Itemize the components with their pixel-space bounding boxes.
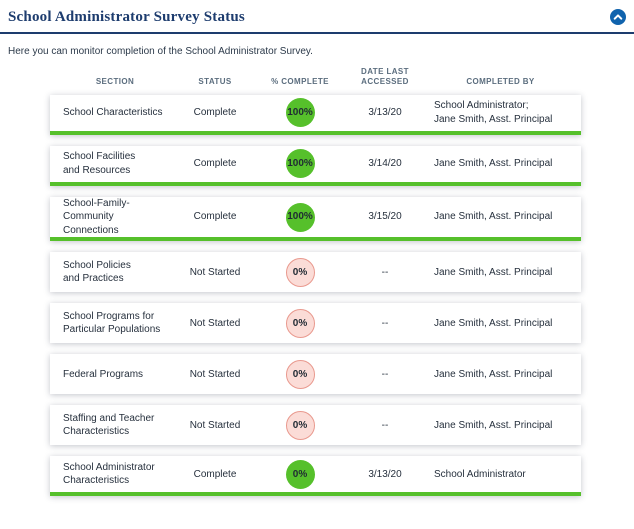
- date-last-accessed-cell: 3/15/20: [368, 211, 402, 223]
- column-header-date-last-accessed: DATE LAST ACCESSED: [361, 67, 409, 87]
- percent-complete-cell: 0%: [250, 410, 350, 440]
- percent-complete-badge: 0%: [285, 308, 315, 338]
- date-last-accessed-cell: 3/13/20: [368, 468, 402, 480]
- status-cell: Complete: [193, 468, 237, 480]
- column-header-status: STATUS: [198, 77, 232, 87]
- table-body: School Characteristics Complete 100% 3/1…: [50, 94, 581, 497]
- survey-status-table: SECTION STATUS % COMPLETE DATE LAST ACCE…: [0, 67, 634, 497]
- table-row: School-Family-Community Connections Compl…: [50, 196, 581, 242]
- percent-complete-cell: 100%: [250, 149, 350, 179]
- table-row: Federal Programs Not Started 0% -- Jane …: [50, 354, 581, 395]
- column-header-section: SECTION: [95, 77, 135, 87]
- percent-complete-cell: 100%: [250, 98, 350, 128]
- section-cell: Federal Programs: [63, 368, 144, 380]
- title-divider: [0, 32, 634, 34]
- percent-complete-cell: 0%: [250, 459, 350, 489]
- status-cell: Complete: [193, 211, 237, 223]
- completed-by-cell: Jane Smith, Asst. Principal: [434, 317, 553, 329]
- table-row: School Programs for Particular Population…: [50, 303, 581, 344]
- intro-text: Here you can monitor completion of the S…: [8, 46, 313, 57]
- percent-complete-badge: 0%: [285, 359, 315, 389]
- percent-complete-badge: 0%: [285, 459, 315, 489]
- completed-by-cell: Jane Smith, Asst. Principal: [434, 158, 553, 170]
- percent-complete-cell: 0%: [250, 308, 350, 338]
- completed-by-cell: Jane Smith, Asst. Principal: [434, 368, 553, 380]
- status-cell: Not Started: [189, 419, 241, 431]
- column-header-completed-by: COMPLETED BY: [466, 77, 535, 87]
- date-last-accessed-cell: --: [381, 368, 389, 380]
- section-header-bar: School Administrator Survey Status: [0, 0, 634, 25]
- completed-by-cell: Jane Smith, Asst. Principal: [434, 211, 553, 223]
- table-row: School Facilities and Resources Complete …: [50, 145, 581, 186]
- completed-by-cell: School Administrator; Jane Smith, Asst. P…: [434, 100, 553, 125]
- page-title: School Administrator Survey Status: [8, 8, 245, 25]
- table-row: School Administrator Characteristics Comp…: [50, 456, 581, 497]
- section-cell: School Characteristics: [63, 107, 163, 119]
- section-cell: School Administrator Characteristics: [63, 461, 155, 487]
- status-cell: Complete: [193, 158, 237, 170]
- section-cell: Staffing and Teacher Characteristics: [63, 412, 155, 438]
- table-row: Staffing and Teacher Characteristics Not …: [50, 405, 581, 446]
- completed-by-cell: Jane Smith, Asst. Principal: [434, 266, 553, 278]
- completed-by-cell: Jane Smith, Asst. Principal: [434, 419, 553, 431]
- percent-complete-cell: 0%: [250, 359, 350, 389]
- collapse-section-button[interactable]: [610, 9, 626, 25]
- date-last-accessed-cell: --: [381, 419, 389, 431]
- percent-complete-badge: 0%: [285, 257, 315, 287]
- percent-complete-badge: 100%: [285, 98, 315, 128]
- percent-complete-badge: 100%: [285, 202, 315, 232]
- status-cell: Not Started: [189, 317, 241, 329]
- section-cell: School-Family-Community Connections: [63, 197, 130, 236]
- completed-by-cell: School Administrator: [434, 468, 526, 480]
- chevron-up-icon: [610, 9, 626, 25]
- date-last-accessed-cell: 3/13/20: [368, 107, 402, 119]
- column-header-percent-complete: % COMPLETE: [271, 77, 329, 87]
- status-cell: Not Started: [189, 266, 241, 278]
- percent-complete-cell: 0%: [250, 257, 350, 287]
- table-row: School Policies and Practices Not Started…: [50, 252, 581, 293]
- date-last-accessed-cell: --: [381, 266, 389, 278]
- status-cell: Not Started: [189, 368, 241, 380]
- section-cell: School Facilities and Resources: [63, 151, 136, 176]
- date-last-accessed-cell: 3/14/20: [368, 158, 402, 170]
- status-cell: Complete: [193, 107, 237, 119]
- section-cell: School Programs for Particular Population…: [63, 310, 161, 336]
- date-last-accessed-cell: --: [381, 317, 389, 329]
- section-cell: School Policies and Practices: [63, 259, 131, 285]
- percent-complete-badge: 0%: [285, 410, 315, 440]
- table-header-row: SECTION STATUS % COMPLETE DATE LAST ACCE…: [50, 67, 581, 95]
- table-row: School Characteristics Complete 100% 3/1…: [50, 94, 581, 135]
- percent-complete-cell: 100%: [250, 202, 350, 232]
- percent-complete-badge: 100%: [285, 149, 315, 179]
